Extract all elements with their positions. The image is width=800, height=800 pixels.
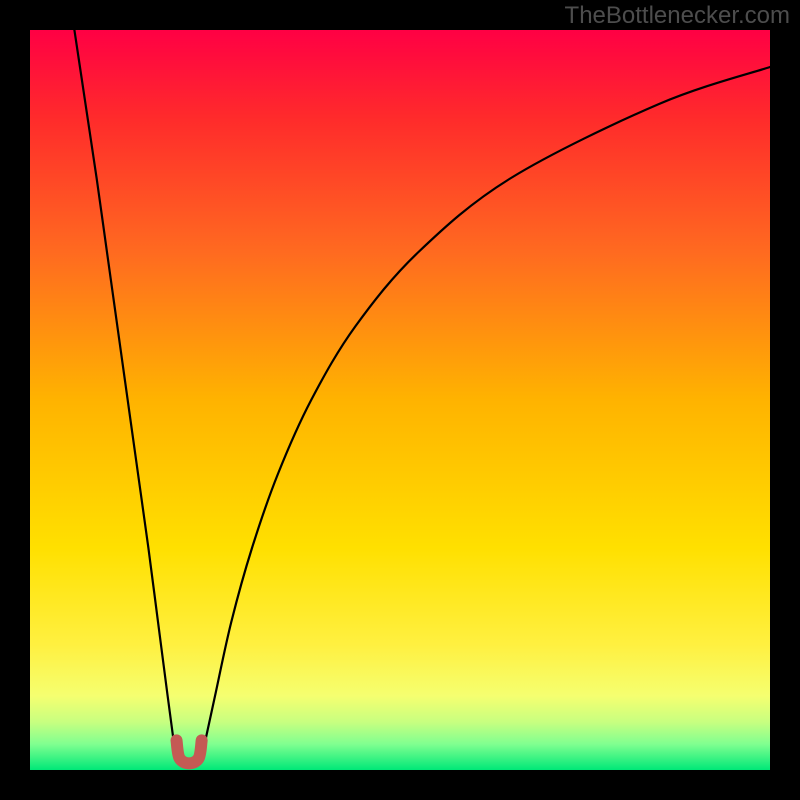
- gradient-background: [30, 30, 770, 770]
- watermark-text: TheBottlenecker.com: [565, 2, 790, 30]
- bottleneck-plot: [0, 0, 800, 800]
- chart-root: TheBottlenecker.com: [0, 0, 800, 800]
